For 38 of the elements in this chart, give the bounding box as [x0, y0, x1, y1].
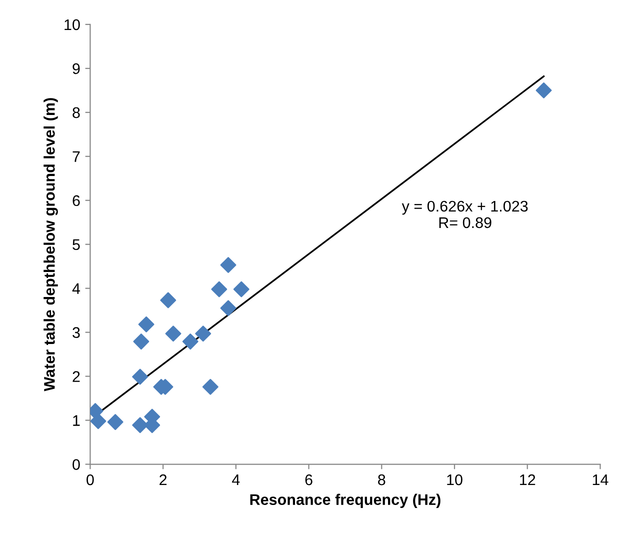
- point: [90, 413, 106, 430]
- y-tick-label: 9: [72, 63, 80, 74]
- annotation: y = 0.626x + 1.023 R= 0.89: [402, 200, 528, 228]
- x-axis-title: Resonance frequency (Hz): [250, 494, 440, 508]
- x-tick-label: 14: [592, 474, 608, 486]
- point: [132, 417, 148, 434]
- x-tick-label: 10: [447, 474, 462, 486]
- point: [132, 368, 148, 385]
- x-tick-label: 6: [305, 474, 312, 486]
- point: [182, 334, 198, 350]
- y-tick-label: 8: [72, 107, 80, 118]
- point: [165, 326, 182, 342]
- point: [220, 257, 236, 273]
- point: [195, 326, 212, 342]
- y-tick-label: 7: [72, 151, 80, 162]
- y-tick-label: 3: [72, 327, 80, 338]
- y-tick-label: 0: [72, 459, 80, 470]
- point: [233, 281, 250, 298]
- y-tick-label: 1: [73, 415, 80, 426]
- x-tick-label: 0: [86, 474, 94, 486]
- y-tick-label: 10: [64, 19, 80, 30]
- x-tick-label: 8: [378, 474, 386, 486]
- x-tick-label: 12: [520, 474, 536, 486]
- point: [107, 414, 124, 430]
- point: [138, 316, 154, 332]
- y-tick-label: 2: [72, 371, 80, 382]
- point: [220, 300, 236, 316]
- point: [133, 334, 150, 350]
- point: [211, 281, 228, 298]
- point: [202, 378, 218, 395]
- y-tick-label: 4: [72, 283, 80, 294]
- x-tick-label: 4: [232, 474, 240, 486]
- point: [536, 82, 552, 98]
- y-tick-label: 6: [72, 195, 80, 206]
- y-tick-label: 5: [72, 239, 80, 250]
- x-tick-label: 2: [160, 474, 167, 486]
- point: [160, 292, 176, 308]
- y-axis-title: Water table depthbelow ground level (m): [44, 98, 58, 392]
